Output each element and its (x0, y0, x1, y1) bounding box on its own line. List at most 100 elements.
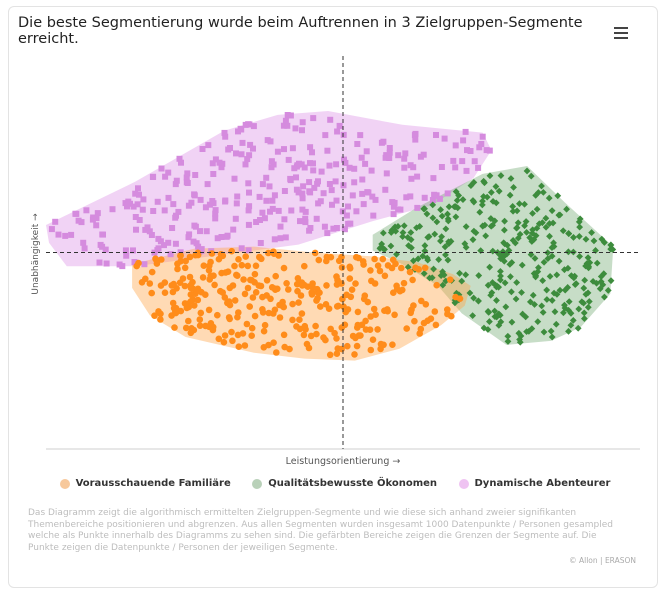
data-point-2 (136, 191, 142, 198)
data-point-2 (285, 156, 292, 163)
data-point-0 (298, 282, 306, 289)
legend-item-oekonomen[interactable]: Qualitätsbewusste Ökonomen (252, 478, 437, 489)
data-point-2 (340, 131, 347, 138)
data-point-0 (228, 328, 235, 336)
data-point-0 (196, 316, 204, 323)
data-point-2 (402, 150, 409, 157)
data-point-0 (331, 329, 338, 337)
data-point-0 (219, 252, 227, 260)
data-point-0 (194, 285, 202, 293)
data-point-2 (268, 158, 275, 165)
data-point-2 (191, 191, 198, 198)
data-point-0 (181, 264, 189, 272)
data-point-0 (367, 346, 375, 354)
data-point-1 (576, 215, 584, 223)
chart-description: Das Diagramm zeigt die algorithmisch erm… (28, 508, 613, 553)
data-point-1 (489, 197, 497, 205)
data-point-2 (218, 164, 225, 171)
data-point-1 (532, 273, 540, 281)
data-point-1 (523, 167, 531, 175)
data-point-0 (242, 253, 249, 260)
data-point-2 (408, 175, 415, 182)
data-point-0 (177, 252, 184, 260)
data-point-1 (438, 212, 446, 220)
data-point-0 (351, 351, 358, 358)
data-point-1 (501, 279, 509, 287)
data-point-1 (407, 236, 415, 244)
data-point-0 (252, 289, 260, 296)
data-point-1 (570, 234, 577, 241)
data-point-0 (191, 302, 198, 309)
data-point-1 (516, 336, 523, 343)
data-point-0 (340, 303, 347, 311)
data-point-1 (429, 201, 437, 209)
data-point-2 (250, 145, 256, 152)
data-point-2 (359, 190, 366, 197)
data-point-2 (282, 234, 289, 241)
data-point-1 (433, 218, 441, 226)
data-point-0 (374, 262, 382, 270)
data-point-0 (293, 323, 300, 330)
data-point-2 (263, 174, 270, 181)
data-point-0 (381, 307, 388, 315)
data-point-0 (346, 275, 354, 282)
data-point-1 (590, 237, 598, 245)
data-point-2 (486, 147, 493, 154)
data-points (48, 112, 617, 359)
data-point-0 (418, 297, 425, 305)
hamburger-menu-icon[interactable] (614, 27, 628, 39)
data-point-2 (223, 233, 230, 240)
chart-card (8, 6, 658, 588)
data-point-2 (103, 260, 110, 267)
data-point-2 (178, 159, 184, 166)
data-point-2 (130, 247, 136, 254)
data-point-1 (421, 205, 428, 213)
data-point-2 (369, 193, 376, 200)
data-point-2 (329, 201, 335, 208)
data-point-0 (390, 289, 397, 297)
data-point-0 (370, 305, 378, 313)
data-point-2 (414, 204, 421, 211)
data-point-2 (291, 165, 298, 172)
data-point-2 (235, 128, 241, 135)
data-point-0 (157, 316, 164, 323)
data-point-0 (339, 295, 346, 303)
data-point-1 (484, 281, 492, 289)
legend-item-abenteurer[interactable]: Dynamische Abenteurer (458, 478, 610, 489)
data-point-1 (399, 233, 407, 240)
data-point-1 (578, 298, 586, 306)
data-point-2 (125, 198, 132, 205)
data-point-2 (412, 136, 419, 143)
data-point-2 (438, 164, 445, 170)
data-point-1 (495, 187, 503, 195)
data-point-1 (592, 247, 599, 254)
data-point-2 (299, 206, 306, 213)
data-point-1 (563, 205, 570, 213)
data-point-2 (206, 201, 213, 208)
legend-item-familiaere[interactable]: Vorausschauende Familiäre (59, 478, 231, 489)
data-point-2 (184, 180, 191, 186)
data-point-2 (234, 193, 241, 200)
data-point-0 (359, 258, 367, 265)
data-point-0 (171, 324, 178, 331)
data-point-2 (302, 219, 309, 226)
data-point-1 (429, 214, 437, 222)
data-point-1 (408, 244, 415, 252)
data-point-0 (234, 331, 242, 339)
data-point-0 (412, 264, 419, 272)
data-point-1 (567, 321, 575, 329)
data-point-1 (509, 203, 517, 210)
data-point-2 (259, 209, 266, 216)
data-point-1 (544, 255, 552, 263)
data-point-1 (582, 262, 590, 270)
data-point-2 (476, 144, 483, 151)
data-point-0 (272, 286, 279, 294)
data-point-1 (575, 233, 583, 240)
data-point-2 (463, 167, 470, 174)
data-point-2 (133, 226, 139, 233)
data-point-2 (351, 165, 358, 172)
data-point-0 (234, 272, 241, 280)
data-point-0 (170, 280, 177, 288)
data-point-1 (565, 230, 572, 237)
data-point-1 (518, 261, 526, 269)
